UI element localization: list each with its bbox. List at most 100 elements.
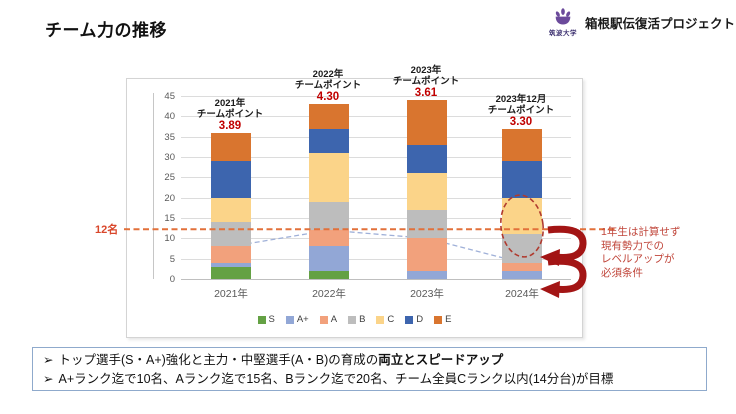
bar-segment (502, 234, 542, 263)
bar-segment (407, 144, 447, 174)
summary-text-1: トップ選手(S・A+)強化と主力・中堅選手(A・B)の育成の (58, 353, 379, 367)
legend-item: E (434, 314, 452, 325)
bar-segment (211, 197, 251, 223)
gridline (181, 218, 571, 219)
project-name: 箱根駅伝復活プロジェクト (585, 17, 736, 31)
annotation-year: 2023年 (410, 65, 442, 77)
legend-item: A (319, 314, 338, 325)
bar-segment (309, 230, 349, 247)
annotation-label: チームポイント (196, 108, 264, 120)
annotation-label: チームポイント (294, 80, 362, 92)
annotation-year: 2023年12月 (495, 93, 547, 105)
gridline (181, 157, 571, 158)
legend-swatch (319, 315, 328, 324)
bar-segment (309, 152, 349, 202)
legend-label: C (387, 314, 395, 325)
legend-item: C (376, 314, 394, 325)
legend-label: E (445, 314, 452, 325)
bar-segment (309, 128, 349, 153)
bar-segment (407, 209, 447, 239)
annotation-note: 1年生は計算せず 現有勢力での レベルアップが 必須条件 (601, 226, 680, 280)
annotation-note-line: 現有勢力での (601, 239, 664, 252)
gridline (181, 96, 571, 97)
y-axis-label: 10 (164, 233, 175, 245)
logo: 筑波大学 箱根駅伝復活プロジェクト (546, 7, 735, 37)
annotation-value: 3.61 (414, 87, 438, 100)
legend-item: S (257, 314, 275, 325)
annotation-year: 2022年 (312, 69, 344, 81)
x-axis-label: 2023年 (410, 288, 444, 300)
y-axis-label: 30 (164, 152, 175, 163)
annotation-label: チームポイント (392, 76, 460, 88)
bar-segment (309, 246, 349, 271)
summary-box: ➢ トップ選手(S・A+)強化と主力・中堅選手(A・B)の育成の両立とスピードアッ… (32, 347, 707, 391)
annotation: 2022年 チームポイント 4.30 (266, 69, 390, 104)
bar-segment (407, 238, 447, 271)
legend-item: A+ (285, 314, 309, 325)
annotation-label: チームポイント (487, 104, 555, 116)
legend-label: S (268, 314, 275, 325)
bar-segment (309, 201, 349, 231)
gridline (181, 136, 571, 138)
bar-segment (211, 262, 251, 267)
gridline (181, 197, 571, 199)
legend-label: A+ (296, 314, 309, 325)
bar-segment (502, 270, 542, 279)
bar-segment (309, 270, 349, 279)
bar-segment (211, 222, 251, 247)
bar-segment (502, 161, 542, 198)
summary-bold-1: 両立とスピードアップ (378, 353, 504, 367)
gridline (181, 116, 571, 118)
y-axis-label: 35 (164, 131, 175, 143)
legend-swatch (257, 315, 266, 324)
legend-swatch (348, 315, 357, 324)
legend-swatch (376, 315, 385, 324)
university-emblem: 筑波大学 (546, 7, 580, 37)
university-emblem-icon (555, 8, 571, 25)
legend-label: A (330, 314, 338, 325)
annotation-note-line: 必須条件 (601, 266, 643, 279)
bar-segment (211, 161, 251, 198)
y-axis-line (153, 93, 154, 279)
annotation-note-line: レベルアップが (601, 253, 675, 265)
legend-item: D (405, 314, 423, 325)
summary-line-2: ➢ A+ランク迄で10名、Aランク迄で15名、Bランク迄で20名、チーム全員Cラン… (43, 370, 696, 389)
annotation: 2021年 チームポイント 3.89 (168, 98, 292, 133)
y-axis-label: 40 (164, 111, 175, 123)
y-axis-label: 25 (164, 172, 175, 184)
y-axis-label: 20 (164, 192, 175, 204)
gridline (181, 177, 571, 179)
y-axis-label: 5 (169, 253, 175, 265)
legend-item: B (348, 314, 365, 325)
legend-swatch (405, 315, 414, 324)
legend-label: D (416, 314, 424, 325)
summary-text-2: A+ランク迄で10名、Aランク迄で15名、Bランク迄で20名、チーム全員Cランク… (58, 372, 614, 386)
bar-segment (502, 128, 542, 162)
bar-segment (309, 104, 349, 129)
bullet-icon: ➢ (43, 353, 54, 367)
gridline (181, 279, 571, 280)
annotation-value: 3.89 (218, 119, 242, 132)
legend-swatch (434, 315, 443, 324)
x-axis-label: 2022年 (312, 288, 346, 300)
y-axis-label: 45 (164, 91, 175, 102)
summary-line-1: ➢ トップ選手(S・A+)強化と主力・中堅選手(A・B)の育成の両立とスピードアッ… (43, 351, 696, 370)
bar-segment (407, 173, 447, 210)
bar-segment (211, 132, 251, 162)
annotation: 2023年 チームポイント 3.61 (364, 65, 488, 100)
annotation: 2023年12月 チームポイント 3.30 (459, 94, 583, 129)
bar-segment (407, 100, 447, 145)
bar-segment (211, 246, 251, 263)
annotation-year: 2021年 (214, 97, 246, 109)
university-name: 筑波大学 (549, 30, 577, 37)
y-axis-label: 15 (164, 213, 175, 224)
annotation-value: 4.30 (316, 91, 340, 104)
chart-legend: S A+ A B C D E (257, 314, 452, 325)
legend-label: B (359, 314, 366, 325)
bar-segment (211, 266, 251, 279)
y-axis-label: 0 (169, 274, 175, 285)
bar-segment (502, 197, 542, 235)
page-title: チーム力の推移 (45, 21, 167, 40)
bullet-icon: ➢ (43, 372, 54, 386)
